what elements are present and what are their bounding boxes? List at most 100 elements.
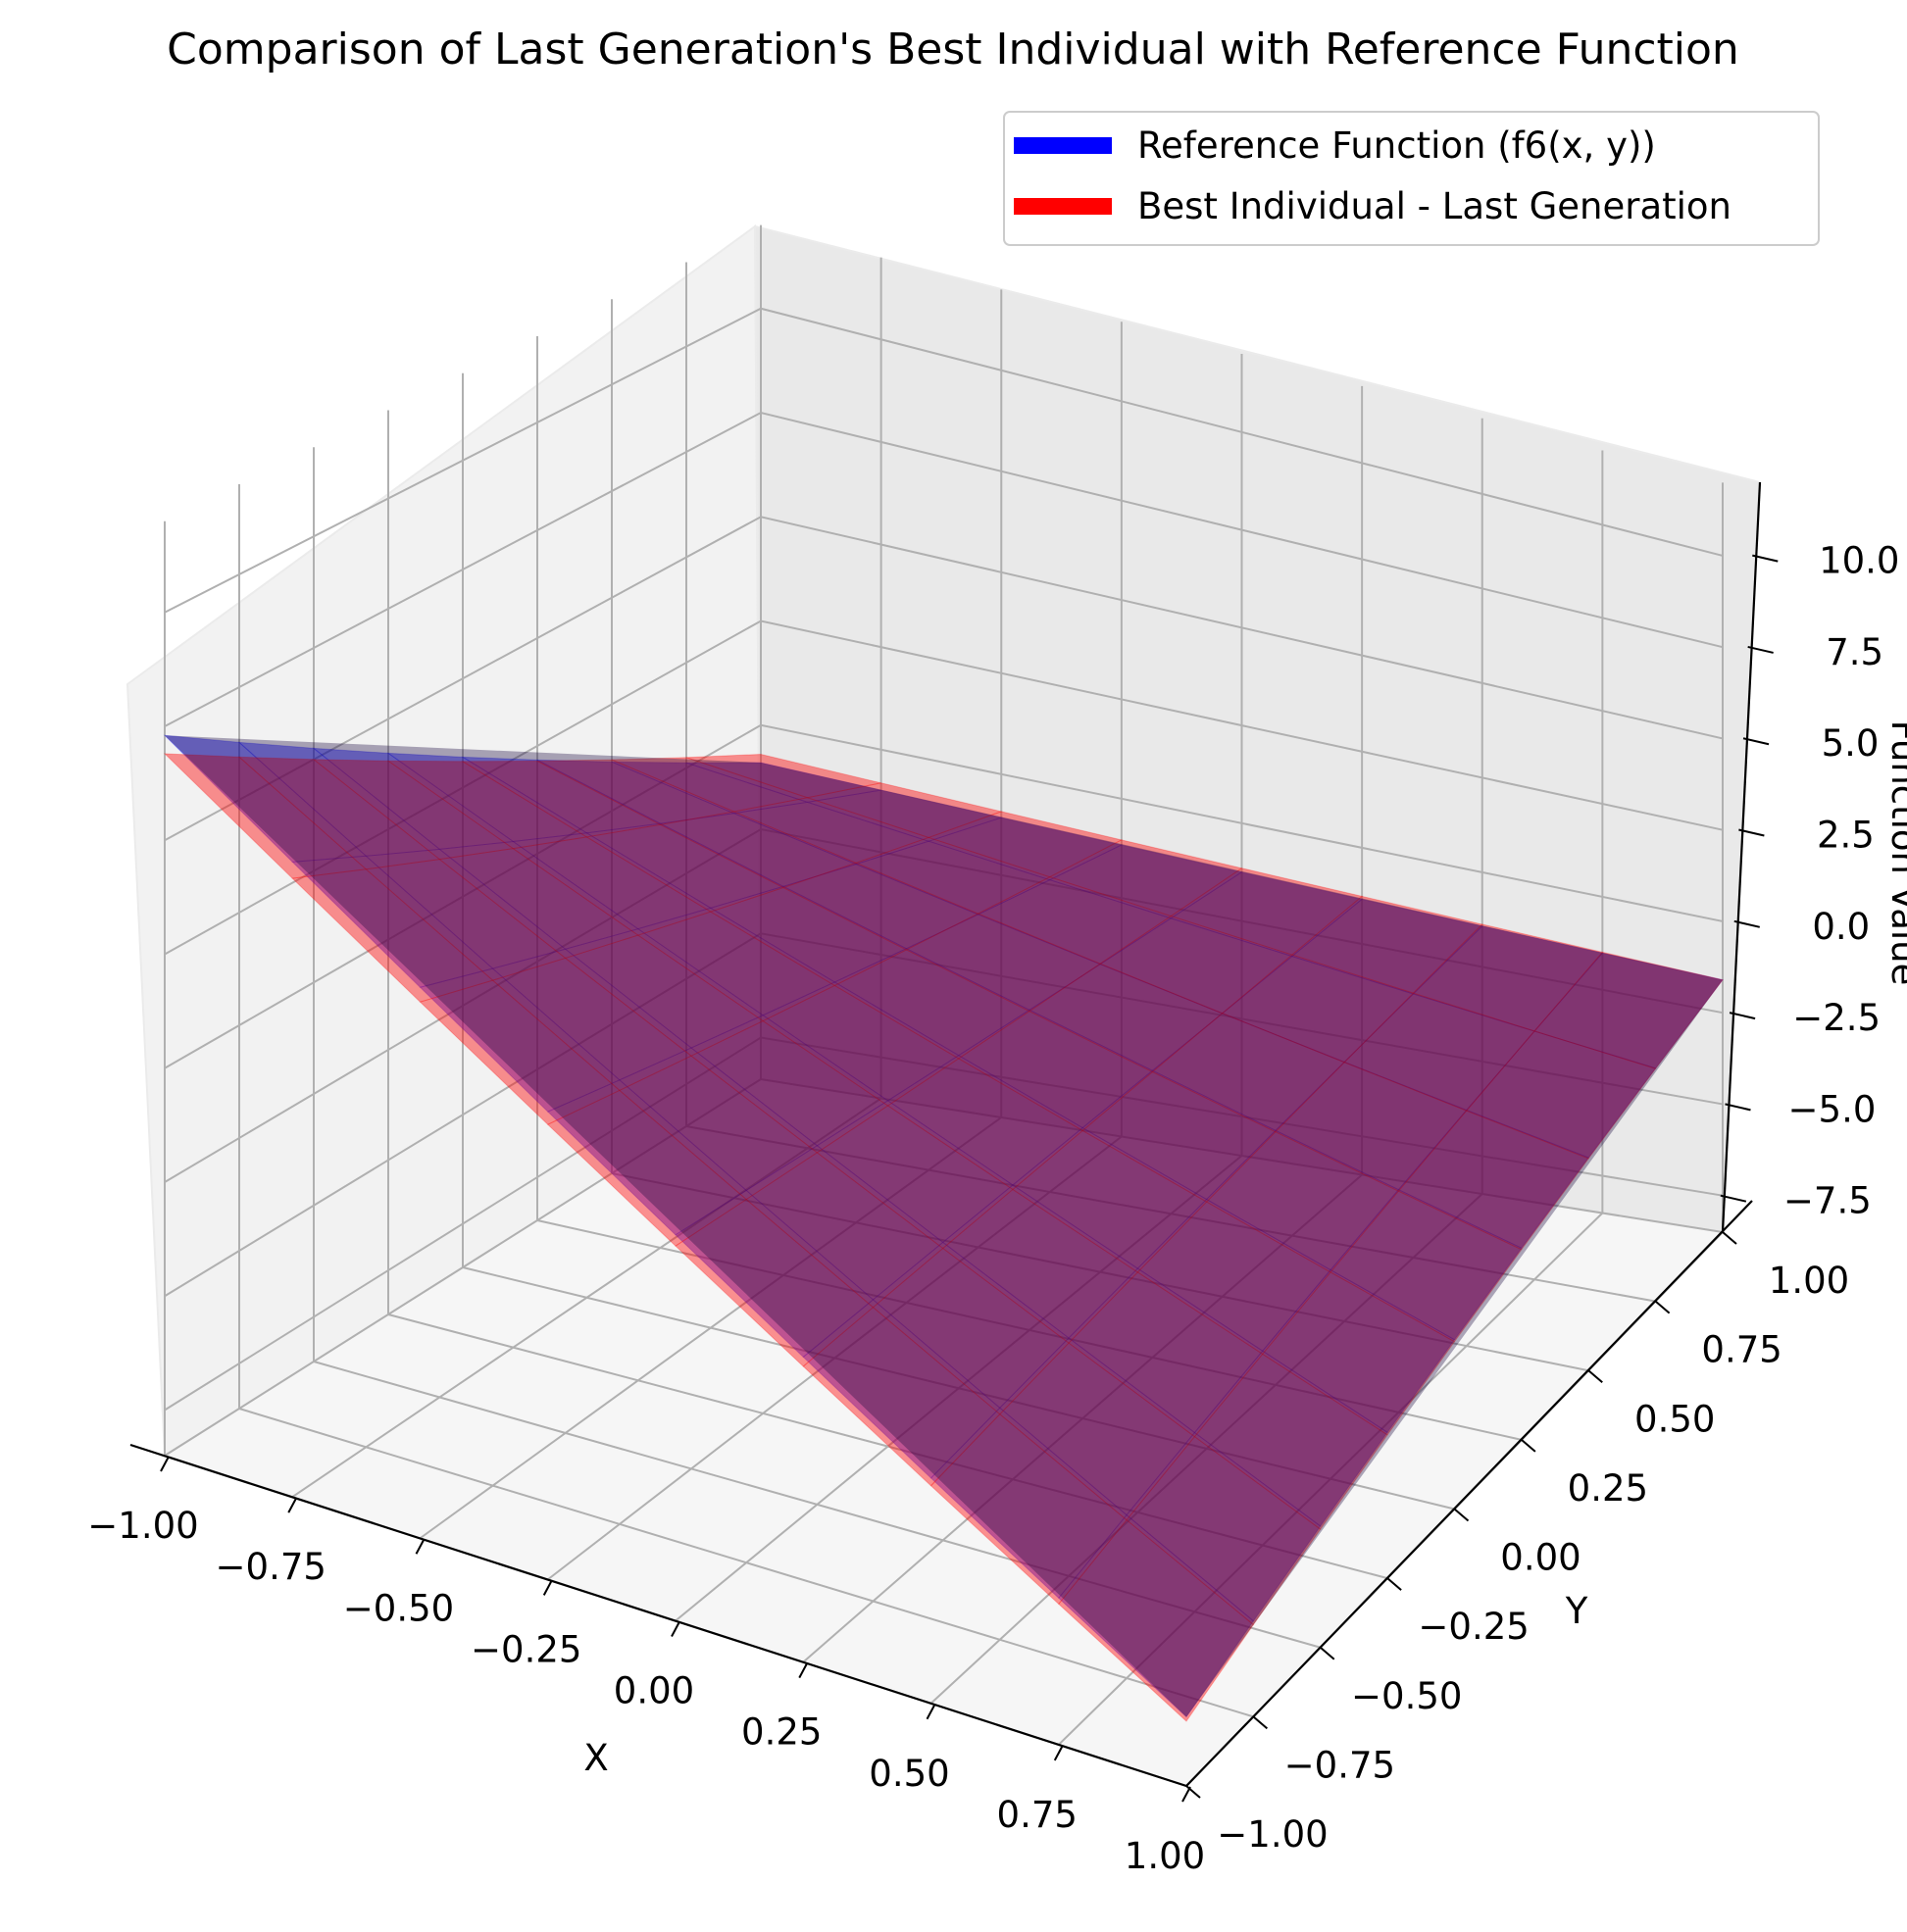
surface-patch bbox=[237, 741, 441, 857]
y-tick-7 bbox=[1654, 1300, 1671, 1314]
grid-z-3 bbox=[164, 723, 1724, 1069]
surface-patch bbox=[1151, 1013, 1346, 1131]
surface-patch bbox=[1081, 1069, 1277, 1201]
surface-patch bbox=[163, 753, 368, 879]
y-tick-3 bbox=[1386, 1577, 1402, 1591]
x-tick-0 bbox=[160, 1456, 170, 1472]
surface-patch bbox=[731, 801, 930, 866]
surface-patch bbox=[929, 1413, 1128, 1606]
surface-patch bbox=[546, 1079, 748, 1236]
surface-patch bbox=[1136, 1201, 1331, 1356]
surface-patch bbox=[1221, 954, 1415, 1064]
grid-floor-y-8 bbox=[760, 1078, 1724, 1233]
surface-patch bbox=[690, 1015, 889, 1147]
x-tick-label-6: 0.50 bbox=[869, 1753, 949, 1795]
y-tick-label-6: 0.50 bbox=[1634, 1398, 1715, 1440]
y-tick-label-2: −0.50 bbox=[1351, 1675, 1462, 1717]
grid-z-1 bbox=[164, 932, 1724, 1298]
surface-patch bbox=[585, 823, 785, 913]
surface-patch bbox=[618, 1047, 819, 1192]
surface-patch bbox=[1012, 1126, 1208, 1269]
y-tick-label-7: 0.75 bbox=[1701, 1329, 1782, 1371]
surface-patch bbox=[927, 811, 1124, 878]
surface-patch bbox=[1068, 1267, 1264, 1434]
y-tick-2 bbox=[1320, 1646, 1335, 1660]
surface-patch bbox=[386, 752, 588, 843]
legend: Reference Function (f6(x, y)) Best Indiv… bbox=[1003, 111, 1820, 246]
z-tick-label-2: −2.5 bbox=[1792, 997, 1881, 1039]
surface-patch bbox=[1068, 1271, 1264, 1438]
grid-z-2 bbox=[164, 827, 1724, 1183]
surface-patch bbox=[636, 907, 836, 1016]
surface-patch bbox=[512, 836, 713, 936]
surface-patch bbox=[438, 840, 639, 950]
surface-patch bbox=[977, 879, 1173, 966]
surface-patch bbox=[886, 1055, 1084, 1186]
surface-patch bbox=[1533, 952, 1724, 1069]
surface-patch bbox=[1412, 925, 1604, 1032]
axis-lines bbox=[129, 481, 1779, 1803]
surface-patch bbox=[685, 753, 881, 799]
surface-patch bbox=[1397, 1110, 1590, 1251]
surface-patch bbox=[291, 868, 494, 1003]
surface-patch bbox=[1028, 963, 1224, 1073]
y-tick-5 bbox=[1521, 1439, 1536, 1453]
surface-patch bbox=[802, 1299, 1001, 1479]
y-tick-label-0: −1.00 bbox=[1217, 1813, 1328, 1856]
surface-patch bbox=[872, 1241, 1070, 1409]
grid-lines bbox=[164, 224, 1724, 1787]
surface-patch bbox=[1048, 844, 1243, 919]
surface-patch bbox=[237, 756, 441, 870]
z-tick-1 bbox=[1725, 1103, 1751, 1112]
z-tick-0 bbox=[1720, 1194, 1747, 1203]
x-tick-label-4: 0.00 bbox=[614, 1670, 694, 1712]
surface-patch bbox=[905, 914, 1102, 1011]
x-tick-5 bbox=[798, 1662, 809, 1679]
z-tick-2 bbox=[1729, 1012, 1756, 1020]
surface-patch bbox=[584, 822, 785, 909]
legend-label-reference: Reference Function (f6(x, y)) bbox=[1137, 124, 1656, 167]
surface-patch bbox=[419, 967, 621, 1113]
z-tick-label-4: 2.5 bbox=[1817, 815, 1875, 857]
surface-patch bbox=[419, 979, 621, 1125]
grid-floor-x-5 bbox=[802, 1173, 1363, 1663]
x-tick-label-2: −0.50 bbox=[343, 1587, 454, 1629]
surface-patch bbox=[438, 848, 639, 959]
grid-z-4 bbox=[164, 619, 1724, 956]
surface-patch bbox=[941, 1188, 1139, 1344]
surface-patch bbox=[1465, 1030, 1657, 1160]
surface-patch bbox=[762, 981, 960, 1102]
y-tick-1 bbox=[1252, 1715, 1269, 1730]
surface-patch bbox=[1290, 895, 1483, 994]
surface-patch bbox=[1290, 898, 1483, 995]
surface-patch bbox=[1261, 1268, 1456, 1433]
surface-patch bbox=[461, 756, 663, 834]
surface-patch bbox=[709, 886, 908, 987]
y-axis-label: Y bbox=[1565, 1590, 1588, 1632]
surface-patch bbox=[1330, 1189, 1523, 1341]
surface-patch bbox=[781, 862, 979, 951]
surface-patch bbox=[833, 948, 1030, 1057]
surface-patch bbox=[957, 1011, 1154, 1132]
surface-patch bbox=[536, 759, 736, 825]
surface-patch bbox=[163, 734, 368, 863]
y-tick-6 bbox=[1587, 1369, 1603, 1384]
surface-patch bbox=[564, 934, 765, 1057]
surface-patch bbox=[1126, 1435, 1322, 1626]
surface-patch bbox=[1275, 1062, 1468, 1192]
grid-floor-x-7 bbox=[1058, 1212, 1604, 1746]
surface-patch bbox=[977, 876, 1173, 965]
surface-patch bbox=[1170, 867, 1364, 956]
y-tick-4 bbox=[1453, 1508, 1470, 1522]
x-tick-label-3: −0.25 bbox=[471, 1628, 581, 1670]
surface-patch bbox=[1126, 1431, 1322, 1622]
surface-patch bbox=[802, 1307, 1001, 1487]
surface-patch bbox=[1099, 916, 1293, 1015]
x-tick-1 bbox=[287, 1497, 298, 1513]
surface-patch bbox=[805, 782, 1004, 838]
surface-patch bbox=[709, 885, 908, 983]
surface-patch bbox=[872, 1247, 1070, 1415]
surface-patch bbox=[1397, 1109, 1590, 1249]
z-tick-3 bbox=[1733, 919, 1760, 928]
